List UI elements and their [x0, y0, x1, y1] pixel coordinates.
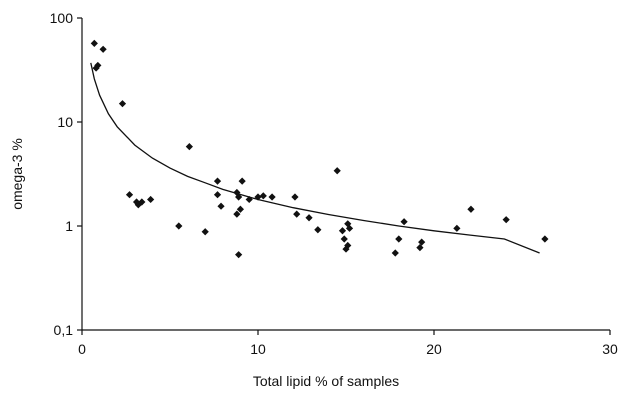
data-point [213, 191, 222, 199]
data-point [345, 224, 354, 232]
data-point [291, 193, 299, 201]
x-tick-label: 10 [250, 341, 266, 357]
axes [81, 18, 610, 331]
y-tick-label: 1 [65, 218, 73, 234]
y-ticks: 0,1 1 10 100 [50, 10, 82, 338]
x-tick-label: 0 [78, 341, 86, 357]
data-point [125, 191, 134, 199]
data-point [391, 249, 399, 257]
data-point [99, 45, 107, 53]
data-point [217, 202, 225, 210]
data-point [268, 193, 276, 201]
data-point [90, 39, 98, 47]
trendline [90, 62, 540, 254]
data-point [541, 235, 549, 243]
data-point [138, 198, 146, 206]
data-point [338, 227, 347, 235]
data-point [293, 210, 301, 218]
data-point [235, 251, 243, 259]
data-point [453, 224, 461, 232]
data-point [238, 177, 246, 185]
data-point [201, 228, 209, 236]
x-tick-label: 20 [426, 341, 442, 357]
data-point [340, 235, 348, 243]
y-axis-title: omega-3 % [9, 138, 25, 210]
data-point [395, 235, 403, 243]
data-point [235, 193, 243, 201]
data-point [185, 143, 193, 151]
data-point [245, 195, 253, 204]
x-tick-label: 30 [602, 341, 618, 357]
data-point [213, 177, 222, 185]
data-point [236, 205, 244, 213]
data-point [118, 100, 127, 108]
x-ticks: 0 10 20 30 [78, 330, 618, 357]
data-point [233, 210, 241, 218]
data-point [467, 205, 475, 213]
x-axis-title: Total lipid % of samples [253, 373, 399, 389]
y-tick-label: 100 [50, 10, 74, 26]
data-point [259, 192, 267, 200]
y-tick-label: 10 [57, 114, 73, 130]
data-point [92, 64, 100, 72]
data-point [314, 226, 322, 234]
data-point [254, 193, 262, 201]
y-tick-label: 0,1 [54, 322, 74, 338]
data-point [400, 218, 408, 226]
data-point [502, 216, 510, 224]
data-point [333, 167, 341, 175]
data-point [416, 243, 424, 252]
data-point [305, 214, 313, 222]
data-point [147, 195, 155, 204]
data-point [418, 238, 426, 246]
data-points [90, 39, 549, 259]
data-point [175, 222, 183, 230]
data-point [344, 241, 352, 250]
